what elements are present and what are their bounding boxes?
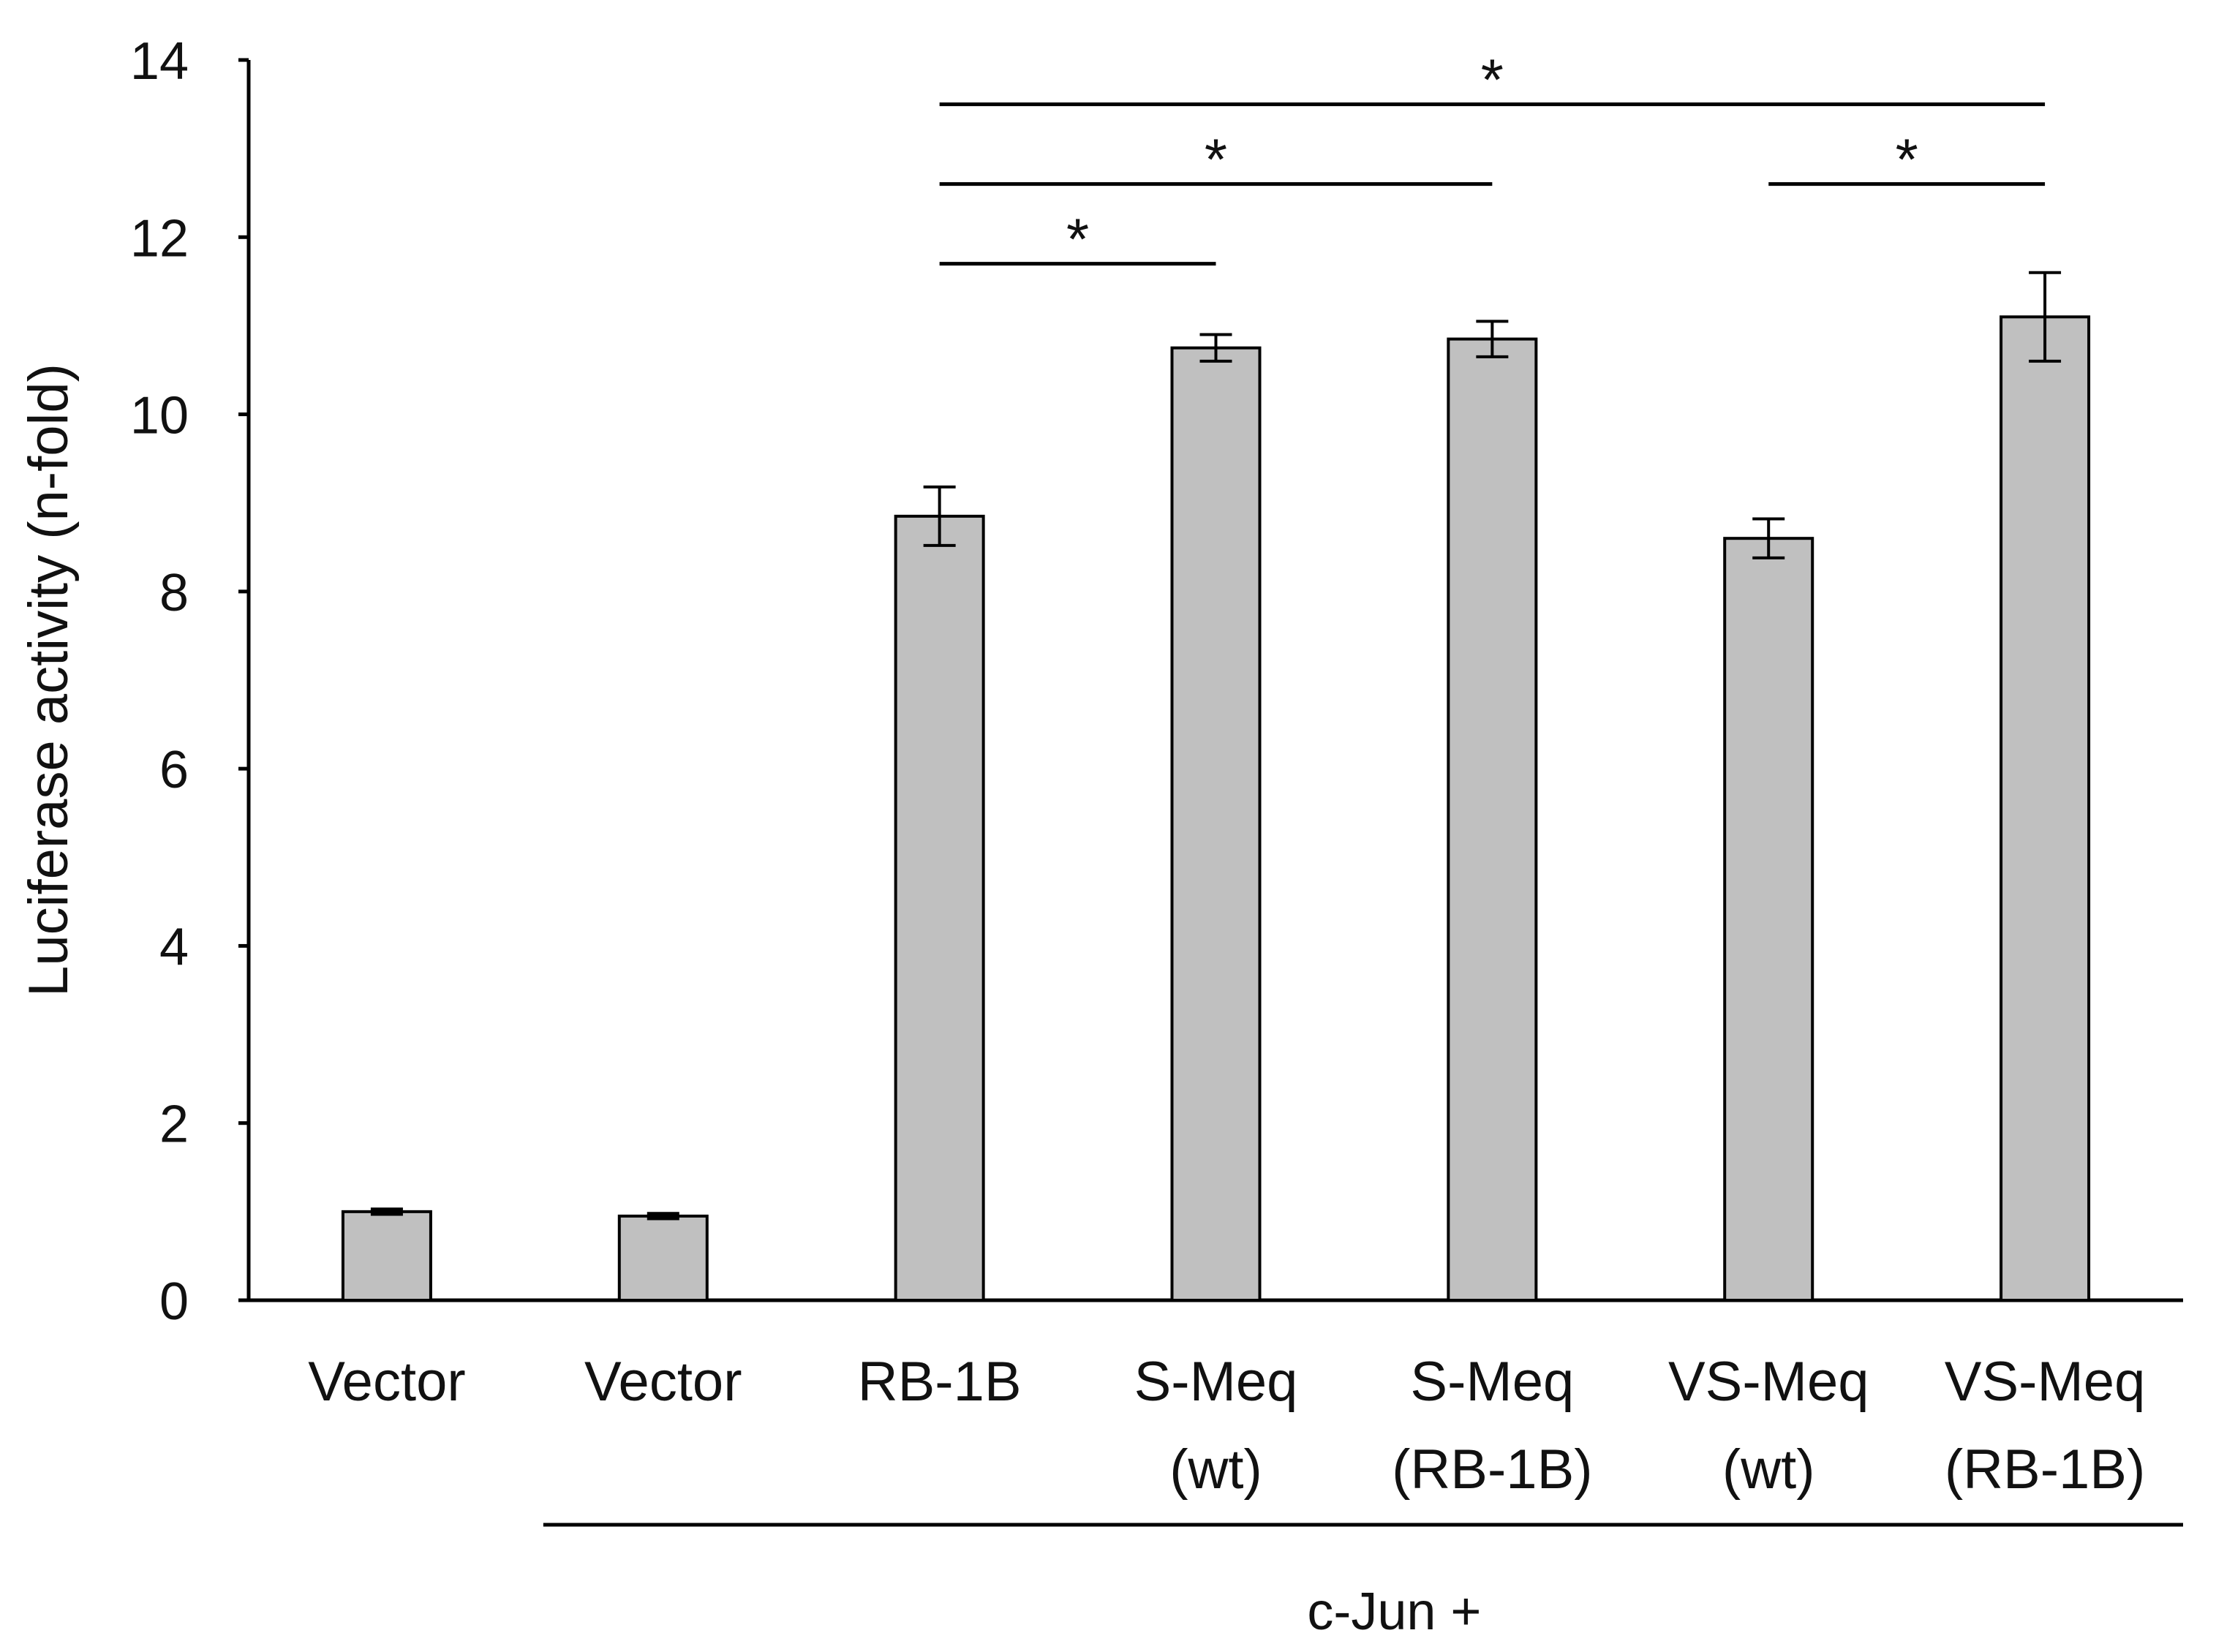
bars — [341, 315, 2091, 1302]
y-tick-label: 8 — [159, 564, 189, 622]
y-tick-label: 4 — [159, 918, 189, 976]
bar — [1447, 337, 1538, 1302]
y-tick-label: 10 — [130, 387, 189, 445]
x-tick-label: S-Meq (wt) — [1134, 1351, 1298, 1501]
bar — [894, 514, 985, 1302]
significance-star: * — [1896, 127, 1918, 192]
y-tick-label: 6 — [159, 741, 189, 799]
x-tick-label: Vector — [584, 1351, 742, 1413]
x-tick-label: Vector — [308, 1351, 465, 1413]
x-tick-label: S-Meq (RB-1B) — [1392, 1351, 1592, 1501]
significance-brackets: * * * * — [939, 48, 2046, 272]
bar — [1170, 346, 1262, 1302]
bar — [341, 1210, 432, 1302]
x-tick-labels: Vector Vector RB-1B S-Meq (wt) S-Meq (RB-1B) VS… — [308, 1351, 2145, 1501]
bar — [617, 1214, 709, 1302]
group-label: c-Jun + — [1307, 1583, 1481, 1641]
y-axis-label: Luciferase activity (n-fold) — [18, 363, 80, 997]
x-tick-label: VS-Meq (wt) — [1668, 1351, 1869, 1501]
y-ticks: 0 2 4 6 8 10 12 14 — [130, 32, 249, 1331]
bar — [1723, 537, 1814, 1302]
bar — [2000, 315, 2091, 1302]
x-tick-label: VS-Meq (RB-1B) — [1945, 1351, 2146, 1501]
y-tick-label: 2 — [159, 1095, 189, 1154]
significance-star: * — [1066, 207, 1089, 272]
significance-star: * — [1205, 127, 1227, 192]
significance-star: * — [1481, 48, 1504, 113]
y-tick-label: 0 — [159, 1272, 189, 1331]
y-tick-label: 12 — [130, 209, 189, 268]
y-tick-label: 14 — [130, 32, 189, 91]
x-tick-label: RB-1B — [858, 1351, 1022, 1413]
error-bars — [370, 271, 2062, 1221]
